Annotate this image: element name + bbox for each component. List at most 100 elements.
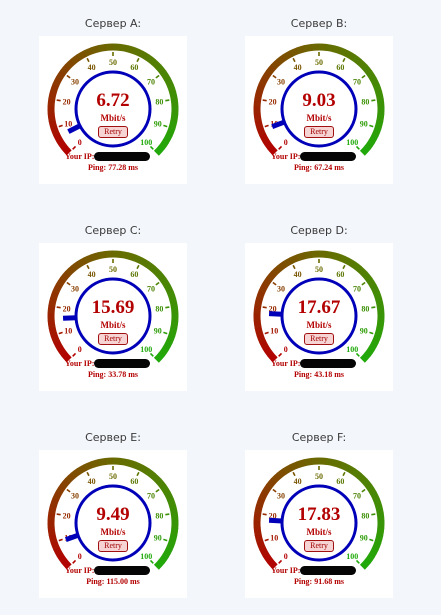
ip-label: Your IP: — [65, 152, 95, 161]
gauge-arc-segment — [332, 45, 343, 55]
gauge-arc-segment — [364, 139, 375, 151]
gauge-arc-segment — [55, 483, 67, 495]
gauge-tick-label: 60 — [336, 477, 344, 486]
gauge-tick — [355, 145, 360, 150]
gauge-arc-segment — [276, 468, 288, 479]
gauge-arc-segment — [366, 70, 377, 81]
gauge-tick-label: 50 — [315, 472, 323, 481]
gauge-arc-segment — [158, 553, 169, 565]
gauge-tick — [58, 331, 63, 335]
retry-button[interactable]: Retry — [304, 540, 334, 552]
gauge-arc-segment — [351, 261, 363, 272]
gauge-arc-segment — [368, 547, 379, 558]
gauge-arc-segment — [133, 47, 144, 58]
gauge-tick-label: 20 — [63, 98, 71, 107]
gauge-tick-label: 50 — [109, 265, 117, 274]
retry-button[interactable]: Retry — [98, 540, 128, 552]
gauge-tick-label: 0 — [78, 345, 82, 354]
gauge-tick-label: 100 — [346, 552, 358, 561]
gauge-needle — [271, 119, 286, 129]
gauge-tick-label: 100 — [346, 138, 358, 147]
gauge-arc-segment — [162, 133, 173, 144]
gauge-arc-segment — [296, 45, 306, 55]
gauge-arc-segment — [289, 254, 300, 264]
gauge-tick-label: 0 — [78, 138, 82, 147]
speed-value: 15.69 — [91, 297, 135, 318]
gauge-arc-segment — [339, 461, 350, 472]
gauge-arc-segment — [359, 352, 371, 363]
gauge-arc-segment — [164, 490, 174, 502]
gauge-arc-segment — [90, 459, 100, 469]
gauge-arc-segment — [325, 457, 335, 467]
ping-label: Ping: — [87, 370, 107, 379]
gauge-arc-segment — [256, 333, 266, 344]
speed-gauge-card: 0 10 20 30 40 50 60 70 80 90 100 17.67 Mbit/s Retr… — [245, 243, 393, 391]
gauge-tick — [72, 559, 77, 564]
gauge-arc-segment — [370, 283, 380, 295]
gauge-tick — [369, 331, 374, 335]
speed-unit: Mbit/s — [306, 320, 332, 330]
gauge-arc-segment — [52, 76, 63, 87]
gauge-tick — [165, 306, 170, 309]
gauge-arc-segment — [303, 250, 313, 260]
gauge-tick-label: 10 — [64, 120, 72, 129]
gauge-arc-segment — [76, 464, 88, 475]
gauge-tick — [272, 281, 277, 286]
gauge-tick — [136, 471, 140, 477]
gauge-arc-segment — [164, 76, 174, 88]
gauge-dial-ring — [74, 70, 152, 148]
gauge-tick — [163, 124, 168, 128]
gauge-arc-segment — [296, 459, 306, 469]
retry-button[interactable]: Retry — [98, 126, 128, 138]
gauge-arc-segment — [53, 339, 64, 351]
ping-line: Ping: 77.28 ms — [39, 164, 187, 172]
gauge-tick-label: 100 — [140, 345, 152, 354]
gauge-arc-segment — [262, 346, 274, 357]
gauge-tick-label: 50 — [315, 58, 323, 67]
gauge-arc-segment — [76, 50, 88, 61]
retry-button[interactable]: Retry — [304, 333, 334, 345]
gauge-arc-segment — [56, 553, 68, 564]
gauge-tick — [369, 538, 374, 542]
gauge-tick — [342, 471, 346, 477]
gauge-tick-label: 90 — [154, 534, 162, 543]
gauge-arc-segment — [60, 64, 71, 75]
gauge-tick-label: 80 — [155, 512, 163, 521]
retry-button[interactable]: Retry — [98, 333, 128, 345]
gauge-tick-label: 40 — [88, 270, 96, 279]
gauge-tick-label: 30 — [277, 77, 285, 86]
retry-button[interactable]: Retry — [304, 126, 334, 138]
gauge-tick-label: 100 — [346, 345, 358, 354]
gauge-arc-segment — [364, 346, 375, 358]
gauge-tick-label: 0 — [284, 138, 288, 147]
gauge-arc-segment — [126, 252, 137, 262]
gauge-arc-segment — [55, 276, 67, 288]
gauge-tick-label: 90 — [154, 327, 162, 336]
gauge-tick-label: 70 — [147, 284, 155, 293]
gauge-tick — [72, 352, 77, 357]
gauge-arc-segment — [83, 254, 94, 264]
gauge-tick — [56, 99, 61, 102]
server-title: Сервер B: — [290, 17, 348, 30]
speed-gauge-card: 0 10 20 30 40 50 60 70 80 90 100 17.83 Mbit/s Retr… — [245, 450, 393, 598]
gauge-tick — [342, 264, 346, 270]
gauge-arc-segment — [259, 339, 270, 351]
gauge-tick — [262, 513, 267, 516]
gauge-arc-segment — [160, 277, 171, 288]
gauge-arc-segment — [139, 257, 150, 268]
gauge-needle — [67, 123, 82, 134]
gauge-arc-segment — [76, 257, 88, 268]
gauge-tick — [272, 488, 277, 493]
gauge-arc-segment — [266, 478, 277, 489]
gauge-tick — [86, 264, 90, 270]
gauge-tick-label: 60 — [130, 477, 138, 486]
gauge-tick — [262, 99, 267, 102]
gauge-arc-segment — [318, 250, 328, 258]
gauge-arc-segment — [345, 464, 356, 475]
gauge-tick — [264, 124, 269, 128]
gauge-arc-segment — [112, 250, 122, 258]
ip-line: Your IP:redacted — [65, 152, 151, 161]
gauge-arc-segment — [270, 265, 282, 277]
gauge-arc-segment — [366, 484, 377, 495]
